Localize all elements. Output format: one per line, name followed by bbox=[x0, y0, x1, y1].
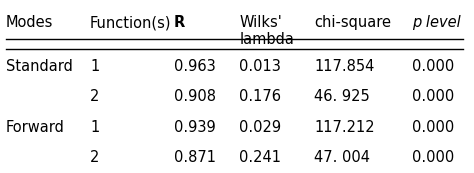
Text: 0.963: 0.963 bbox=[174, 59, 216, 74]
Text: 0.871: 0.871 bbox=[174, 151, 216, 166]
Text: 47. 004: 47. 004 bbox=[314, 151, 370, 166]
Text: Modes: Modes bbox=[6, 15, 54, 30]
Text: Wilks'
lambda: Wilks' lambda bbox=[239, 15, 294, 47]
Text: 0.000: 0.000 bbox=[412, 120, 454, 135]
Text: 0.013: 0.013 bbox=[239, 59, 281, 74]
Text: Standard: Standard bbox=[6, 59, 73, 74]
Text: 0.029: 0.029 bbox=[239, 120, 282, 135]
Text: 117.854: 117.854 bbox=[314, 59, 374, 74]
Text: 46. 925: 46. 925 bbox=[314, 89, 370, 104]
Text: Function(s): Function(s) bbox=[90, 15, 172, 30]
Text: 2: 2 bbox=[90, 89, 100, 104]
Text: 0.908: 0.908 bbox=[174, 89, 216, 104]
Text: 117.212: 117.212 bbox=[314, 120, 374, 135]
Text: 2: 2 bbox=[90, 151, 100, 166]
Text: 0.000: 0.000 bbox=[412, 89, 454, 104]
Text: R: R bbox=[174, 15, 185, 30]
Text: 0.000: 0.000 bbox=[412, 151, 454, 166]
Text: 1: 1 bbox=[90, 59, 99, 74]
Text: p level: p level bbox=[412, 15, 461, 30]
Text: 1: 1 bbox=[90, 120, 99, 135]
Text: 0.241: 0.241 bbox=[239, 151, 282, 166]
Text: 0.939: 0.939 bbox=[174, 120, 216, 135]
Text: 0.000: 0.000 bbox=[412, 59, 454, 74]
Text: chi-square: chi-square bbox=[314, 15, 391, 30]
Text: 0.176: 0.176 bbox=[239, 89, 282, 104]
Text: Forward: Forward bbox=[6, 120, 65, 135]
